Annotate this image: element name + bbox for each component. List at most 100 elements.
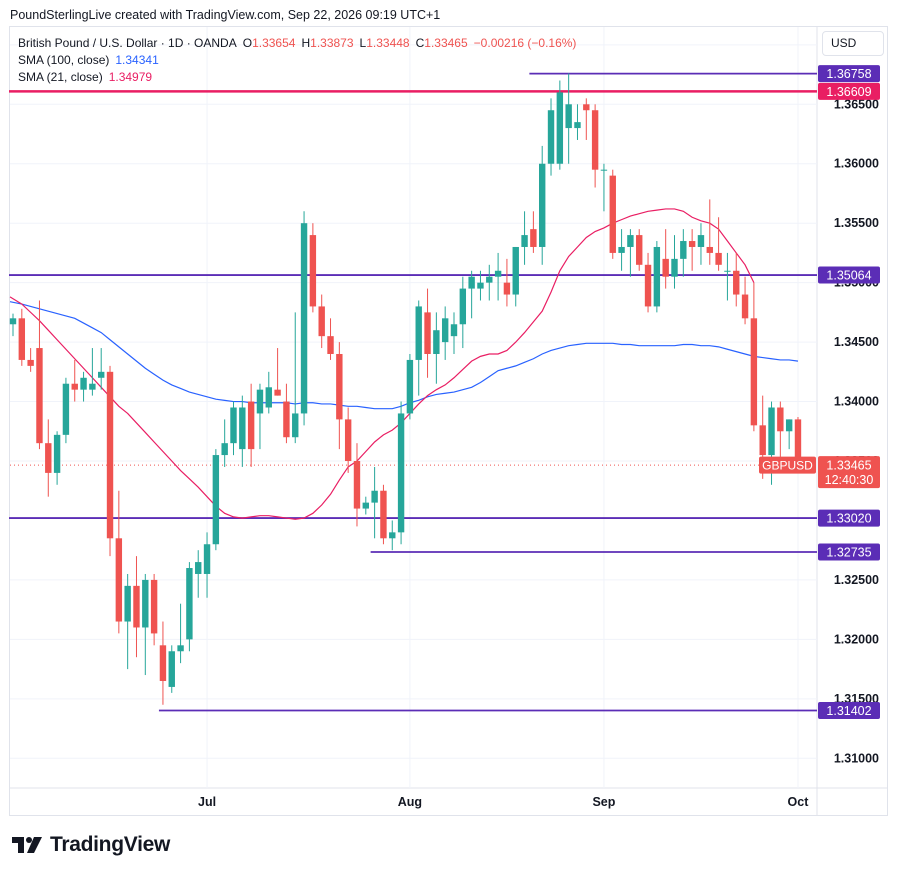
- candle[interactable]: [221, 419, 228, 467]
- candle[interactable]: [459, 276, 467, 349]
- candle[interactable]: [212, 449, 220, 551]
- candle[interactable]: [389, 520, 396, 551]
- candle[interactable]: [697, 223, 705, 265]
- candle[interactable]: [45, 419, 52, 497]
- candle[interactable]: [777, 401, 784, 467]
- candle[interactable]: [362, 496, 369, 515]
- candle[interactable]: [556, 80, 564, 170]
- candle[interactable]: [636, 229, 643, 271]
- candle[interactable]: [477, 270, 484, 301]
- candle[interactable]: [344, 407, 352, 473]
- candle[interactable]: [18, 308, 26, 366]
- candle[interactable]: [724, 252, 731, 301]
- currency-button[interactable]: USD: [822, 31, 884, 56]
- candle[interactable]: [521, 211, 528, 265]
- candle[interactable]: [177, 603, 184, 664]
- candle[interactable]: [424, 288, 431, 378]
- candle[interactable]: [397, 401, 405, 545]
- candle[interactable]: [715, 217, 722, 271]
- candle[interactable]: [503, 258, 511, 307]
- candle[interactable]: [468, 270, 475, 319]
- candle[interactable]: [168, 645, 175, 693]
- candle[interactable]: [591, 104, 599, 188]
- candle-body: [547, 110, 555, 164]
- candle[interactable]: [159, 621, 167, 705]
- candle[interactable]: [327, 318, 334, 360]
- candle[interactable]: [644, 252, 652, 313]
- candle[interactable]: [671, 235, 678, 289]
- candle[interactable]: [406, 353, 414, 420]
- candle[interactable]: [380, 484, 387, 545]
- candle[interactable]: [230, 401, 237, 456]
- candle[interactable]: [574, 104, 581, 140]
- candle[interactable]: [565, 73, 572, 164]
- candle[interactable]: [785, 419, 793, 450]
- candle[interactable]: [36, 300, 43, 450]
- candle[interactable]: [265, 371, 272, 414]
- candle[interactable]: [300, 211, 308, 426]
- candle[interactable]: [494, 252, 502, 301]
- candle[interactable]: [450, 312, 458, 354]
- candle-body: [300, 223, 308, 414]
- candle[interactable]: [547, 98, 555, 176]
- candle[interactable]: [750, 282, 758, 432]
- candle[interactable]: [256, 383, 264, 450]
- candle[interactable]: [124, 573, 131, 670]
- candle[interactable]: [27, 348, 34, 372]
- candle[interactable]: [9, 313, 17, 337]
- sma100-line[interactable]: [9, 301, 799, 410]
- candle[interactable]: [150, 573, 158, 646]
- candle[interactable]: [292, 312, 299, 444]
- candle[interactable]: [733, 252, 740, 307]
- candle[interactable]: [142, 573, 149, 676]
- candle[interactable]: [53, 431, 61, 485]
- candle[interactable]: [662, 229, 669, 289]
- sma100-label[interactable]: SMA (100, close): [18, 53, 110, 67]
- candle[interactable]: [486, 264, 493, 301]
- sma21-line[interactable]: [9, 208, 755, 520]
- candle[interactable]: [318, 294, 325, 349]
- candle[interactable]: [195, 550, 202, 598]
- candle-body: [247, 401, 255, 450]
- candle[interactable]: [688, 229, 696, 271]
- candle[interactable]: [274, 348, 281, 396]
- tradingview-brand[interactable]: TradingView: [12, 833, 170, 857]
- candle[interactable]: [239, 395, 246, 467]
- candle[interactable]: [600, 163, 608, 212]
- candle[interactable]: [441, 306, 449, 360]
- candle[interactable]: [62, 377, 70, 444]
- candle-body: [415, 306, 422, 360]
- candle[interactable]: [371, 466, 378, 539]
- candle[interactable]: [512, 246, 519, 307]
- candle[interactable]: [653, 241, 661, 313]
- candle[interactable]: [336, 342, 343, 450]
- candle[interactable]: [89, 348, 96, 396]
- candle[interactable]: [186, 562, 193, 652]
- candle[interactable]: [353, 443, 361, 527]
- candle[interactable]: [309, 223, 317, 313]
- candle[interactable]: [433, 312, 440, 384]
- candle[interactable]: [539, 145, 546, 265]
- sma21-label[interactable]: SMA (21, close): [18, 70, 103, 84]
- candle[interactable]: [115, 490, 123, 634]
- candle[interactable]: [283, 383, 290, 444]
- candle[interactable]: [530, 211, 537, 253]
- candle[interactable]: [583, 98, 590, 140]
- candle[interactable]: [415, 300, 422, 396]
- y-tick-label: 1.32500: [834, 573, 879, 587]
- candle[interactable]: [80, 371, 87, 402]
- candle[interactable]: [133, 556, 140, 658]
- candle[interactable]: [680, 229, 687, 277]
- candle[interactable]: [106, 365, 114, 557]
- candle-body: [697, 235, 705, 247]
- candle[interactable]: [247, 383, 255, 467]
- candle[interactable]: [609, 169, 616, 259]
- candle[interactable]: [98, 348, 105, 390]
- candle[interactable]: [706, 199, 713, 265]
- candle[interactable]: [627, 229, 634, 277]
- candle[interactable]: [71, 359, 78, 402]
- candle[interactable]: [618, 229, 625, 271]
- candle[interactable]: [203, 532, 211, 598]
- candle[interactable]: [741, 276, 749, 325]
